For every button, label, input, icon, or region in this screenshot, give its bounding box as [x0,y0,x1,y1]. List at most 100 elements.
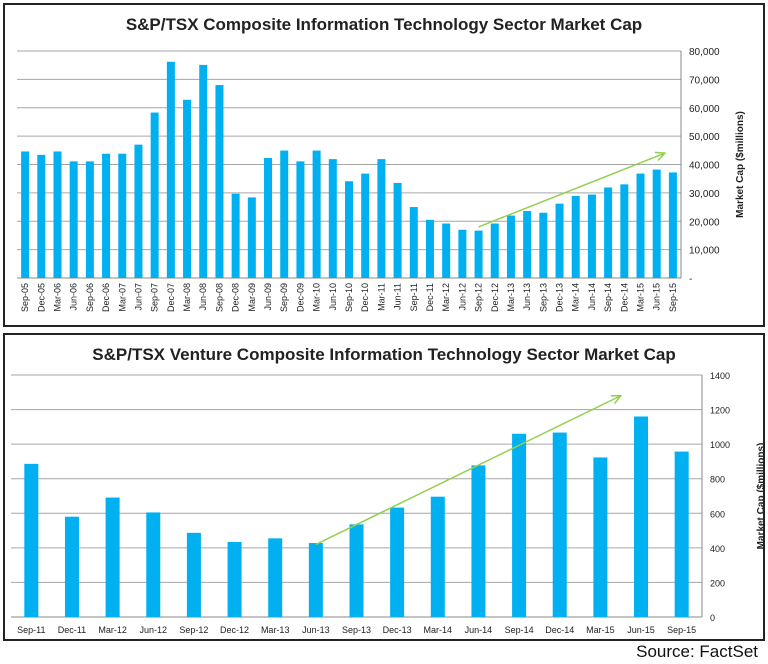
x-tick-label: Jun-07 [133,283,143,311]
y-tick-label: 10,000 [689,246,720,257]
bar [37,154,46,278]
bar [523,211,532,278]
x-tick-label: Sep-06 [85,283,95,312]
x-tick-label: Mar-14 [424,625,453,635]
x-tick-label: Jun-13 [302,625,330,635]
x-tick-label: Sep-12 [474,283,484,312]
bar [146,512,161,617]
bar [377,159,386,278]
composite-chart: - 10,000 20,000 30,000 40,000 50,000 60,000 70,… [17,47,746,312]
x-tick-label: Dec-13 [383,625,412,635]
bar [593,457,608,617]
y-tick-label: 0 [710,613,715,623]
x-tick-label: Mar-07 [117,283,127,312]
bar [105,497,120,617]
bar [64,516,79,617]
bar [634,416,649,617]
bar [474,230,483,278]
y-tick-label: 60,000 [689,104,720,115]
chart-title: S&P/TSX Composite Information Technology… [125,15,643,34]
bar [134,144,143,278]
x-tick-label: Jun-13 [522,283,532,311]
y-axis-title: Market Cap ($millions) [735,111,746,218]
bar [69,161,78,278]
x-tick-label: Sep-15 [667,625,696,635]
bar [604,187,613,278]
bar [215,85,224,278]
composite-chart-panel: S&P/TSX Composite Information Technology… [3,3,765,327]
source-note: Source: FactSet [636,642,758,661]
x-tick-label: Sep-13 [342,625,371,635]
bar [587,194,596,278]
x-tick-label: Mar-12 [441,283,451,312]
x-tick-label: Dec-11 [58,625,86,635]
bar [53,151,62,278]
bar [409,207,418,278]
venture-chart-panel: S&P/TSX Venture Composite Information Te… [3,333,765,641]
bar [552,432,567,617]
x-tick-label: Jun-14 [465,625,493,635]
venture-chart: 0 200 400 600 800 1000 1200 1400 Sep-11 Dec-11 Mar… [11,371,763,635]
x-tick-label: Jun-12 [457,283,467,311]
bar [21,151,30,278]
bar [231,193,240,278]
x-tick-label: Mar-11 [376,283,386,311]
y-tick-label: 80,000 [689,47,720,58]
x-tick-label: Mar-14 [571,283,581,312]
x-tick-label: Sep-09 [279,283,289,312]
x-tick-label: Dec-12 [220,625,249,635]
bar [390,507,405,617]
x-tick-label: Mar-06 [52,283,62,312]
x-tick-label: Mar-15 [586,625,615,635]
bar [442,223,451,278]
x-tick-label: Sep-11 [409,283,419,311]
x-tick-label: Jun-09 [263,283,273,311]
y-tick-label: 70,000 [689,75,720,86]
trend-arrowhead-icon [610,394,623,405]
x-tick-label: Jun-15 [627,625,655,635]
bar [227,541,242,617]
x-tick-label: Dec-07 [166,283,176,312]
x-tick-label: Dec-14 [619,283,629,312]
bar [24,463,39,617]
x-tick-label: Mar-10 [312,283,322,312]
bar [636,173,645,278]
bar [490,223,499,278]
x-tick-label: Sep-13 [538,283,548,312]
bar [296,161,305,278]
bar [458,229,467,278]
x-tick-label: Sep-08 [214,283,224,312]
y-axis-title: Market Cap ($millions) [756,443,763,550]
x-tick-label: Mar-13 [506,283,516,312]
bar [118,153,127,278]
x-tick-label: Mar-13 [261,625,290,635]
x-tick-label: Dec-09 [295,283,305,312]
x-tick-label: Jun-15 [652,283,662,311]
bar [186,532,201,617]
bar [539,212,548,278]
bar [264,157,273,278]
bar [425,219,434,278]
bar [571,195,580,278]
bar [668,172,677,278]
x-tick-label: Sep-11 [17,625,45,635]
bar [247,197,256,278]
y-tick-label: 1400 [710,371,730,381]
trend-arrowhead-icon [654,151,667,162]
bar [652,169,661,278]
y-tick-label: 40,000 [689,161,720,172]
x-tick-label: Jun-10 [328,283,338,311]
y-tick-label: 400 [710,544,725,554]
trend-arrow [478,152,666,228]
x-tick-label: Mar-09 [247,283,257,312]
x-tick-label: Dec-13 [555,283,565,312]
x-tick-label: Dec-10 [360,283,370,312]
bar [393,182,402,278]
bar [328,159,337,278]
bar [361,173,370,278]
bar [471,465,486,617]
bar [280,150,289,278]
x-tick-label: Dec-05 [36,283,46,312]
x-tick-label: Jun-14 [587,283,597,311]
bar [199,64,208,278]
